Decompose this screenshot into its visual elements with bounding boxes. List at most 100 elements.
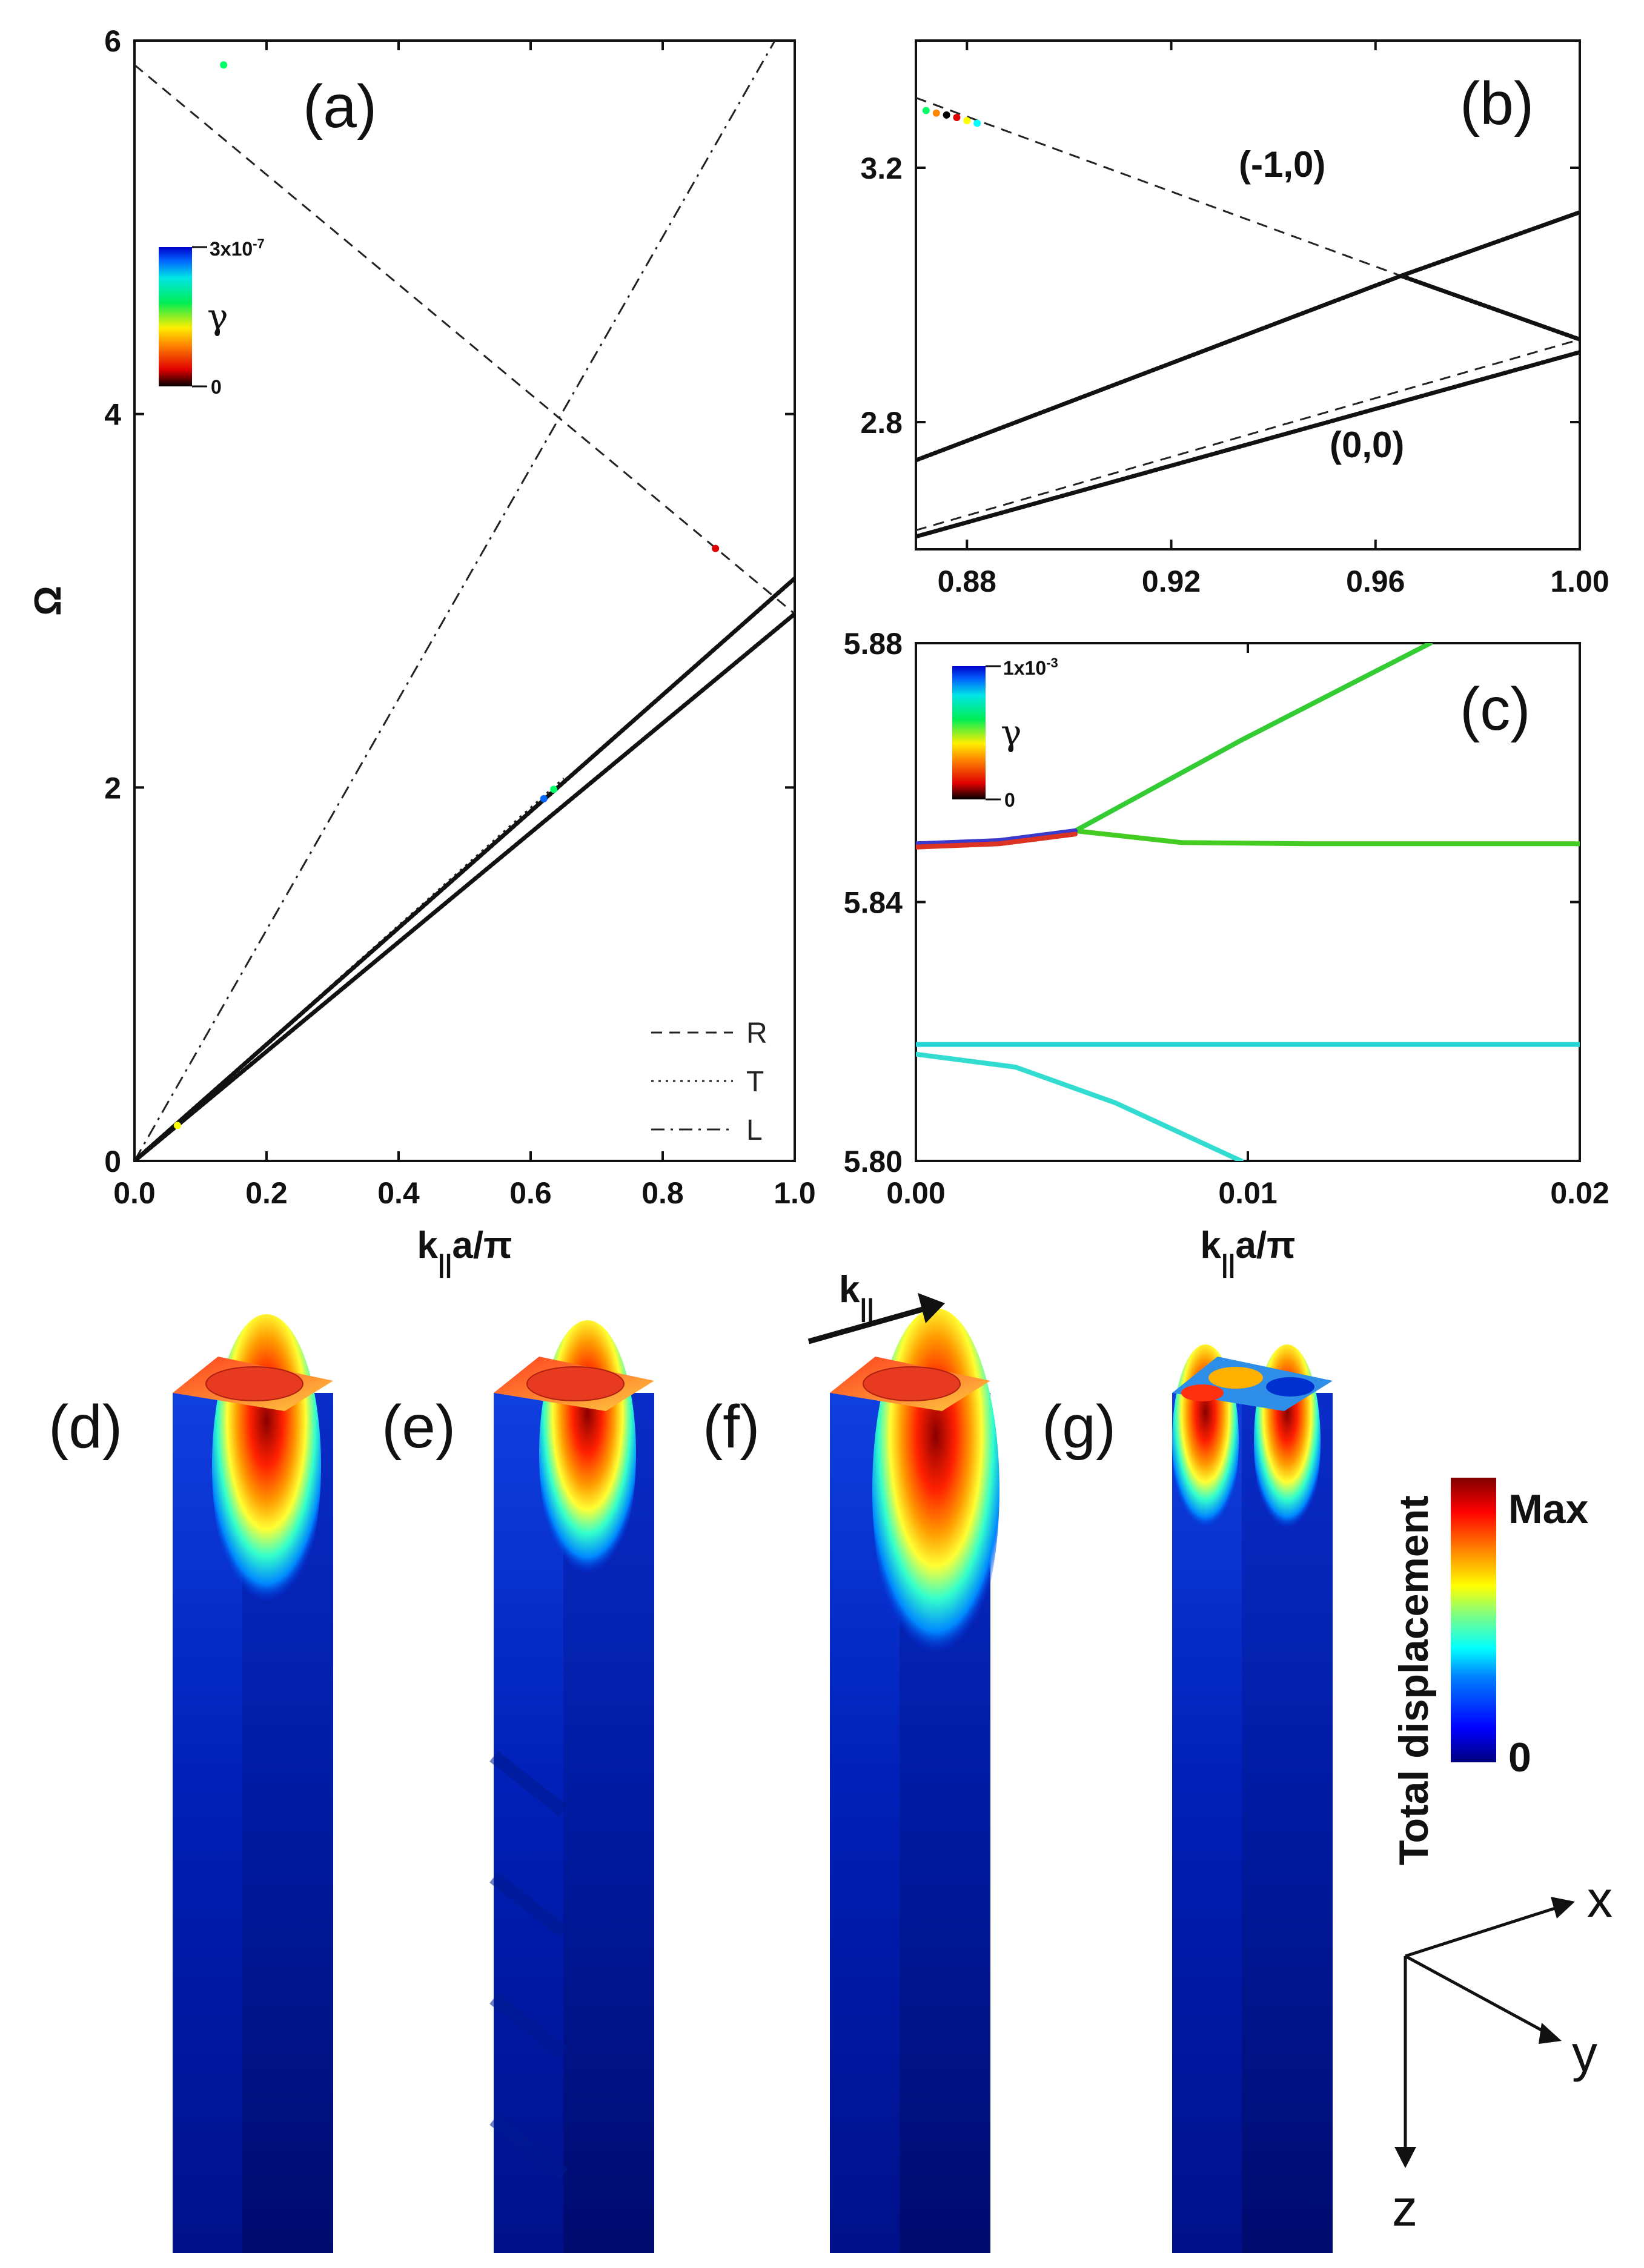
x-tick-label-b-1: 0.92 bbox=[1142, 564, 1201, 598]
panel-label-a: (a) bbox=[303, 73, 377, 141]
y-tick-label-a-2: 4 bbox=[104, 398, 121, 432]
y-tick-label-c-1: 5.84 bbox=[844, 886, 903, 920]
panel-label-e: (e) bbox=[382, 1393, 456, 1461]
colored-point-b-3 bbox=[953, 114, 961, 122]
y-tick-label-c-0: 5.80 bbox=[844, 1145, 903, 1179]
x-tick-label-b-2: 0.96 bbox=[1346, 564, 1405, 598]
colorbar-title: Total displacement bbox=[1391, 1495, 1437, 1865]
z-arrowhead-icon bbox=[1394, 2147, 1416, 2168]
panel-label-d: (d) bbox=[48, 1393, 122, 1461]
series-c-0 bbox=[1073, 643, 1433, 833]
x-tick-label-a-4: 0.8 bbox=[641, 1176, 684, 1210]
colored-point-a-0 bbox=[220, 61, 228, 69]
x-tick-label-a-5: 1.0 bbox=[774, 1176, 816, 1210]
arrowhead-icon bbox=[918, 1293, 945, 1323]
x-tick-label-c-0: 0.00 bbox=[886, 1176, 945, 1210]
line-R-a-0 bbox=[134, 64, 795, 615]
y-tick-label-a-3: 6 bbox=[104, 24, 121, 58]
gamma-colorbar-a bbox=[159, 247, 192, 386]
colored-point-a-1 bbox=[712, 544, 720, 552]
colored-point-a-2 bbox=[540, 795, 548, 802]
legend-label-T: T bbox=[746, 1066, 764, 1098]
pillar-g bbox=[1172, 1344, 1333, 2253]
plot-frame-a bbox=[133, 39, 796, 1162]
gamma-cb-label-c: γ bbox=[1001, 712, 1022, 753]
k-parallel-arrow bbox=[807, 1305, 928, 1344]
x-axis-label: x bbox=[1587, 1871, 1613, 1928]
gamma-cb-min-c: 0 bbox=[1004, 789, 1015, 811]
chart-panel-a: 0.0 0.2 0.4 0.6 0.8 1.0 0 2 4 6 (a) k||a/π Ω RTL 3x10-… bbox=[27, 24, 816, 1278]
x-arrowhead-icon bbox=[1551, 1897, 1575, 1919]
branch-label-0-0: (0,0) bbox=[1330, 425, 1404, 465]
plot-area-a bbox=[134, 41, 795, 1161]
pillar-d bbox=[173, 1314, 333, 2253]
k-parallel-label: k|| bbox=[839, 1269, 874, 1323]
pillar-e bbox=[489, 1320, 654, 2253]
gamma-colorbar-c bbox=[952, 666, 986, 799]
panel-label-c: (c) bbox=[1460, 675, 1531, 743]
gamma-cb-min-a: 0 bbox=[211, 376, 222, 398]
colored-point-a-4 bbox=[173, 1122, 181, 1129]
series-a-0 bbox=[134, 612, 795, 1161]
x-tick-label-c-1: 0.01 bbox=[1218, 1176, 1277, 1210]
y-axis-arrow bbox=[1404, 1954, 1546, 2034]
panel-label-g: (g) bbox=[1042, 1393, 1116, 1461]
y-tick-label-a-0: 0 bbox=[104, 1145, 121, 1179]
x-tick-label-b-0: 0.88 bbox=[938, 564, 996, 598]
chart-panel-b: 0.88 0.92 0.96 1.00 2.8 3.2 (b) (-1,0) (0,0) bbox=[860, 39, 1609, 598]
x-tick-label-a-3: 0.6 bbox=[509, 1176, 552, 1210]
series-b-0 bbox=[916, 210, 1580, 463]
axes-triad bbox=[1404, 1906, 1557, 2150]
gamma-cb-max-a: 3x10-7 bbox=[210, 236, 265, 260]
x-tick-label-a-2: 0.4 bbox=[377, 1176, 420, 1210]
gamma-cb-label-a: γ bbox=[207, 296, 228, 337]
legend-label-R: R bbox=[746, 1017, 767, 1050]
plot-frame-b bbox=[915, 39, 1581, 550]
colored-point-b-4 bbox=[963, 117, 971, 125]
series-a-1 bbox=[134, 576, 795, 1161]
plot-area-c bbox=[916, 643, 1580, 1161]
series-c-5 bbox=[916, 1051, 1244, 1161]
displacement-colorbar: Max 0 Total displacement bbox=[1391, 1478, 1588, 1865]
displacement-colorbar-gradient bbox=[1451, 1478, 1496, 1762]
series-c-2 bbox=[916, 828, 1078, 847]
x-axis-label-a: k||a/π bbox=[417, 1225, 512, 1278]
line-T-b-1 bbox=[916, 339, 1580, 531]
colored-point-b-0 bbox=[922, 107, 930, 114]
line-L-a-2 bbox=[134, 41, 776, 1161]
branch-label-minus1-0: (-1,0) bbox=[1239, 144, 1325, 185]
series-c-1 bbox=[1073, 828, 1580, 847]
series-b-1 bbox=[1399, 274, 1580, 342]
y-axis-label-a: Ω bbox=[27, 586, 69, 616]
y-axis-label: y bbox=[1572, 2025, 1597, 2082]
field-panels: (d) (e) (f) (g) bbox=[48, 1269, 1613, 2253]
colored-point-a-3 bbox=[550, 785, 558, 793]
colored-point-b-1 bbox=[932, 109, 940, 117]
colored-point-b-5 bbox=[973, 119, 981, 127]
x-axis-label-c: k||a/π bbox=[1200, 1225, 1295, 1278]
colorbar-max-label: Max bbox=[1508, 1486, 1588, 1532]
series-c-3 bbox=[916, 831, 1078, 850]
y-tick-label-b-1: 3.2 bbox=[860, 151, 903, 185]
pillar-f: k|| bbox=[807, 1269, 999, 2253]
legend-label-L: L bbox=[746, 1114, 763, 1146]
colored-point-b-2 bbox=[943, 111, 950, 119]
x-tick-label-a-1: 0.2 bbox=[245, 1176, 288, 1210]
x-axis-arrow bbox=[1405, 1906, 1557, 1958]
y-tick-label-c-2: 5.88 bbox=[844, 627, 903, 661]
x-tick-label-b-3: 1.00 bbox=[1550, 564, 1609, 598]
y-tick-label-a-1: 2 bbox=[104, 771, 121, 805]
gamma-cb-max-c: 1x10-3 bbox=[1003, 655, 1058, 679]
series-b-2 bbox=[916, 350, 1580, 539]
colorbar-min-label: 0 bbox=[1508, 1734, 1531, 1780]
panel-label-b: (b) bbox=[1460, 70, 1534, 137]
y-tick-label-b-0: 2.8 bbox=[860, 406, 903, 440]
y-arrowhead-icon bbox=[1539, 2023, 1562, 2044]
panel-label-f: (f) bbox=[703, 1393, 760, 1461]
plot-area-b bbox=[916, 97, 1580, 539]
z-axis-label: z bbox=[1392, 2180, 1417, 2237]
chart-panel-c: 0.00 0.01 0.02 5.80 5.84 5.88 (c) k||a/π 1x10-3 0… bbox=[844, 627, 1609, 1278]
x-tick-label-a-0: 0.0 bbox=[113, 1176, 156, 1210]
x-tick-label-c-2: 0.02 bbox=[1550, 1176, 1609, 1210]
